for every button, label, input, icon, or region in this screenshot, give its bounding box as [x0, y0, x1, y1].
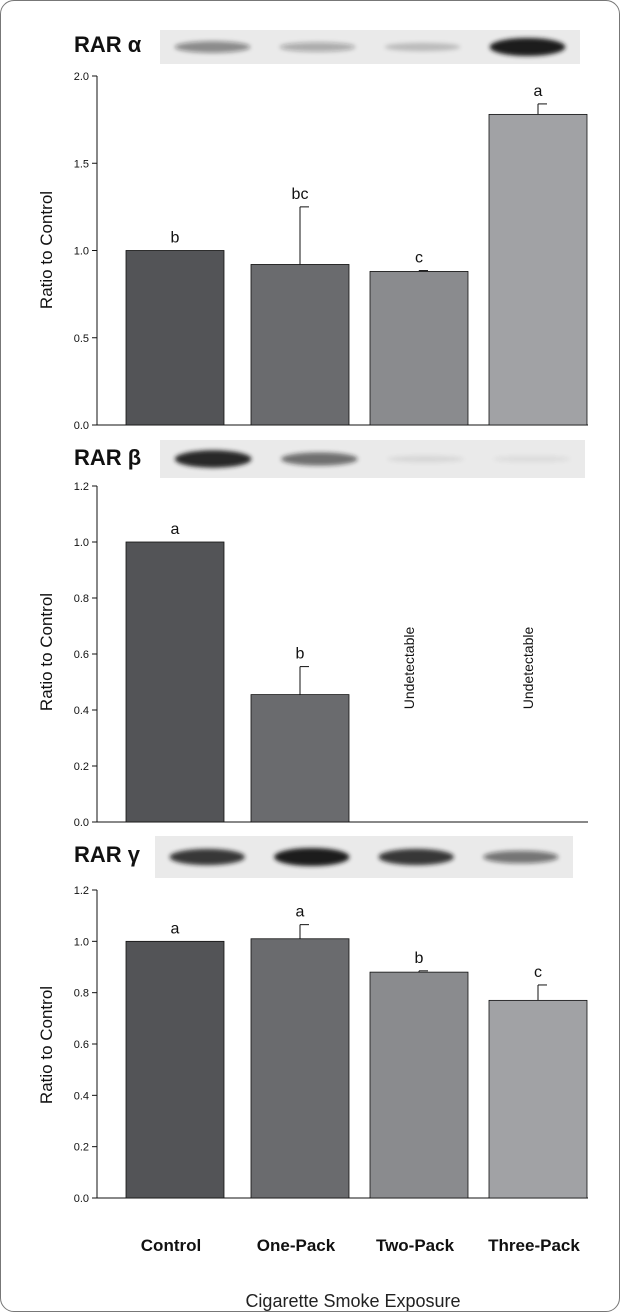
blot-band: [281, 452, 358, 466]
y-tick-label: 1.2: [74, 885, 89, 897]
panel-2: RAR β Ratio to Control 0.0 0.2 0.4 0.6 0.8 1.0 1…: [37, 440, 588, 829]
bar-one-pack: [250, 694, 350, 823]
x-axis-label: Cigarette Smoke Exposure: [245, 1291, 460, 1311]
y-axis-label: Ratio to Control: [37, 593, 56, 711]
blot-band: [169, 848, 245, 866]
blot-band: [174, 450, 252, 468]
blot-band: [387, 455, 464, 463]
blot-band: [378, 848, 454, 866]
y-tick-label: 0.6: [74, 649, 89, 661]
panel-label: RAR β: [74, 445, 141, 470]
y-tick-label: 0.5: [74, 333, 89, 345]
y-tick-label: 0.2: [74, 761, 89, 773]
annotation-undetectable: Undetectable: [520, 627, 536, 710]
y-axis-label: Ratio to Control: [37, 191, 56, 309]
y-axis-label: Ratio to Control: [37, 986, 56, 1104]
y-tick-label: 0.0: [74, 1193, 89, 1205]
significance-letter: b: [415, 950, 424, 967]
category-label: Three-Pack: [488, 1236, 580, 1255]
panel-1: RAR α Ratio to Control 0.0 0.5 1.0 1.5 2.0 b bc c…: [37, 30, 588, 432]
significance-letter: a: [171, 920, 180, 937]
y-tick-label: 0.0: [74, 420, 89, 432]
significance-letter: b: [296, 646, 305, 663]
bar-two-pack: [369, 271, 469, 426]
blot-band: [174, 41, 251, 53]
bar-control: [125, 250, 225, 426]
bar-control: [125, 541, 225, 823]
panel-label: RAR α: [74, 32, 142, 57]
bar-one-pack: [250, 938, 350, 1199]
y-tick-label: 0.4: [74, 1090, 89, 1102]
panel-3: RAR γ Ratio to Control 0.0 0.2 0.4 0.6 0.8 1.0 1…: [37, 836, 588, 1205]
y-tick-label: 0.8: [74, 593, 89, 605]
significance-letter: a: [534, 83, 543, 100]
bar-two-pack: [369, 971, 469, 1199]
y-tick-label: 1.0: [74, 246, 89, 258]
y-tick-label: 1.0: [74, 936, 89, 948]
significance-letter: b: [171, 230, 180, 247]
category-label: Control: [141, 1236, 201, 1255]
y-tick-label: 0.0: [74, 817, 89, 829]
category-label: Two-Pack: [376, 1236, 455, 1255]
blot-band: [274, 848, 350, 866]
significance-letter: a: [296, 904, 305, 921]
bar-three-pack: [488, 999, 588, 1199]
y-tick-label: 0.4: [74, 705, 89, 717]
significance-letter: c: [415, 250, 423, 267]
y-tick-label: 1.5: [74, 158, 89, 170]
bar-three-pack: [488, 113, 588, 426]
blot-band: [489, 38, 566, 56]
bar-one-pack: [250, 264, 350, 426]
blot-band: [493, 455, 571, 463]
significance-letter: c: [534, 964, 542, 981]
significance-letter: bc: [292, 186, 309, 203]
bar-control: [125, 940, 225, 1199]
blot-band: [483, 850, 559, 864]
panel-label: RAR γ: [74, 842, 141, 867]
y-tick-label: 0.8: [74, 988, 89, 1000]
y-tick-label: 1.2: [74, 481, 89, 493]
y-tick-label: 0.2: [74, 1142, 89, 1154]
y-tick-label: 2.0: [74, 71, 89, 83]
blot-band: [384, 42, 461, 52]
annotation-undetectable: Undetectable: [401, 627, 417, 710]
y-tick-label: 1.0: [74, 537, 89, 549]
category-label: One-Pack: [257, 1236, 336, 1255]
significance-letter: a: [171, 521, 180, 538]
y-tick-label: 0.6: [74, 1039, 89, 1051]
blot-band: [279, 42, 356, 52]
